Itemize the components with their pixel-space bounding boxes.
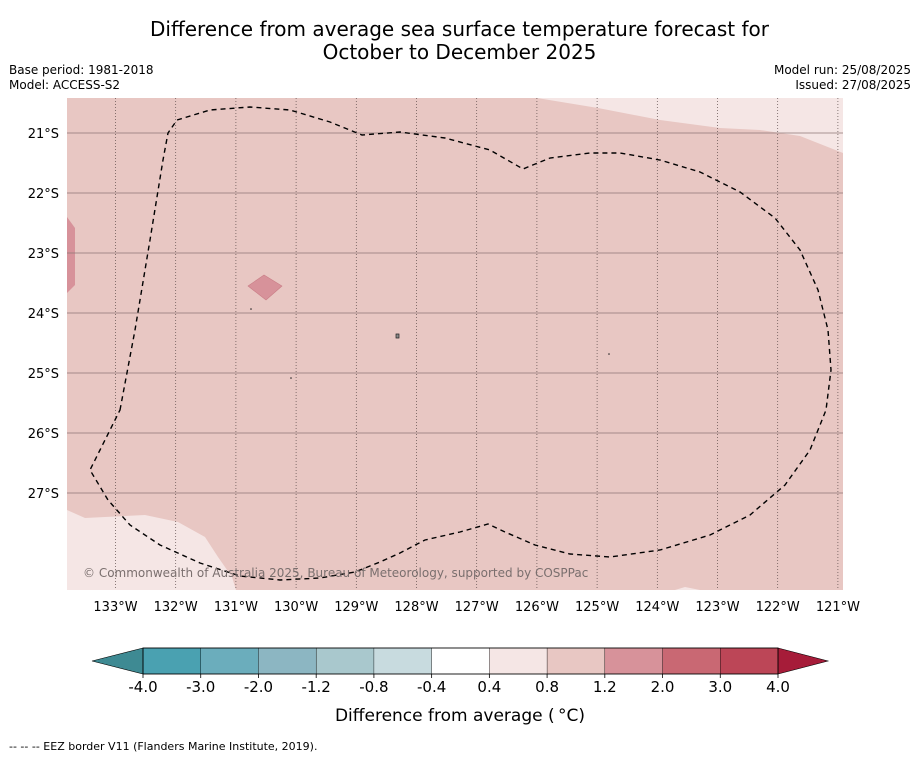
colorbar-segment — [546, 647, 606, 675]
lon-tick-label: 124°W — [635, 600, 679, 615]
colorbar-arrow-min — [91, 647, 144, 675]
anomaly-fill-light-sw — [67, 510, 236, 590]
colorbar-label: Difference from average ( °C) — [335, 706, 585, 726]
island-3 — [290, 377, 292, 379]
lat-tick-label: 23°S — [28, 247, 59, 262]
colorbar-tick-label: 4.0 — [766, 678, 790, 696]
latitude-gridlines — [67, 132, 843, 494]
meta-right: Model run: 25/08/2025 Issued: 27/08/2025 — [774, 63, 911, 93]
colorbar-tick-label: 0.4 — [477, 678, 501, 696]
lat-tick-label: 21°S — [28, 127, 59, 142]
colorbar-tick-label: -4.0 — [128, 678, 157, 696]
model-run: Model run: 25/08/2025 — [773, 63, 911, 77]
longitude-gridlines — [115, 98, 839, 590]
colorbar-tick-label: 0.8 — [535, 678, 559, 696]
lon-tick-label: 125°W — [575, 600, 619, 615]
lon-tick-label: 121°W — [816, 600, 860, 615]
colorbar-segment — [258, 647, 317, 675]
title-line-2: October to December 2025 — [322, 40, 597, 64]
map-area: © Commonwealth of Australia 2025, Bureau… — [67, 98, 843, 590]
lat-tick-label: 24°S — [28, 307, 59, 322]
anomaly-fill-light-ne — [537, 98, 843, 153]
latitude-labels: 21°S 22°S 23°S 24°S 25°S 26°S 27°S — [28, 127, 59, 502]
colorbar-segment — [604, 647, 664, 675]
lon-tick-label: 133°W — [93, 600, 137, 615]
model-name: Model: ACCESS-S2 — [9, 78, 121, 92]
colorbar-segment — [720, 647, 779, 675]
colorbar-tick-label: 3.0 — [708, 678, 732, 696]
colorbar-tick-label: -1.2 — [302, 678, 331, 696]
anomaly-warm-west — [67, 217, 75, 293]
lat-tick-label: 25°S — [28, 367, 59, 382]
colorbar-tick-label: 1.2 — [593, 678, 617, 696]
island-4 — [608, 353, 610, 355]
lon-tick-label: 130°W — [274, 600, 318, 615]
colorbar-tick-label: -3.0 — [186, 678, 215, 696]
island-1 — [395, 333, 400, 339]
issued-date: Issued: 27/08/2025 — [795, 78, 911, 92]
lat-tick-label: 27°S — [28, 487, 59, 502]
colorbar-tick-label: -0.4 — [417, 678, 446, 696]
longitude-labels: 133°W 132°W 131°W 130°W 129°W 128°W 127°W 126°W… — [93, 600, 860, 615]
lon-tick-label: 127°W — [455, 600, 499, 615]
colorbar-tick-label: 2.0 — [651, 678, 675, 696]
colorbar-segment — [662, 647, 721, 675]
lon-tick-label: 129°W — [334, 600, 378, 615]
colorbar-segment — [315, 647, 375, 675]
colorbar-segments — [142, 647, 779, 675]
island-2 — [250, 308, 252, 310]
anomaly-warm-patch — [247, 274, 283, 301]
colorbar-tick-label: -0.8 — [359, 678, 388, 696]
colorbar-segment — [142, 647, 202, 675]
title-line-1: Difference from average sea surface temp… — [149, 17, 769, 41]
colorbar-outline — [142, 647, 779, 675]
lon-tick-label: 132°W — [154, 600, 198, 615]
copyright-notice: © Commonwealth of Australia 2025, Bureau… — [83, 566, 588, 580]
lon-tick-label: 126°W — [515, 600, 559, 615]
lon-tick-label: 122°W — [756, 600, 800, 615]
colorbar-segment — [431, 647, 490, 675]
colorbar-segment — [373, 647, 433, 675]
meta-left: Base period: 1981-2018 Model: ACCESS-S2 — [9, 63, 154, 93]
base-period: Base period: 1981-2018 — [9, 63, 154, 77]
colorbar-segment — [489, 647, 548, 675]
lat-tick-label: 22°S — [28, 187, 59, 202]
colorbar-tick-label: -2.0 — [244, 678, 273, 696]
lat-tick-label: 26°S — [28, 427, 59, 442]
lon-tick-label: 131°W — [214, 600, 258, 615]
chart-title: Difference from average sea surface temp… — [0, 18, 919, 64]
colorbar: -4.0 -3.0 -2.0 -1.2 -0.8 -0.4 0.4 0.8 1.2 2.0 3.0 4… — [91, 647, 830, 726]
lon-tick-label: 123°W — [695, 600, 739, 615]
lon-tick-label: 128°W — [394, 600, 438, 615]
anomaly-fill-light-se — [675, 587, 700, 590]
colorbar-ticks: -4.0 -3.0 -2.0 -1.2 -0.8 -0.4 0.4 0.8 1.2 2.0 3.0 4… — [128, 674, 790, 696]
anomaly-fill-main — [67, 98, 843, 590]
colorbar-arrow-max — [777, 647, 830, 675]
eez-legend-note: -- -- -- EEZ border V11 (Flanders Marine… — [9, 740, 318, 753]
colorbar-segment — [200, 647, 259, 675]
